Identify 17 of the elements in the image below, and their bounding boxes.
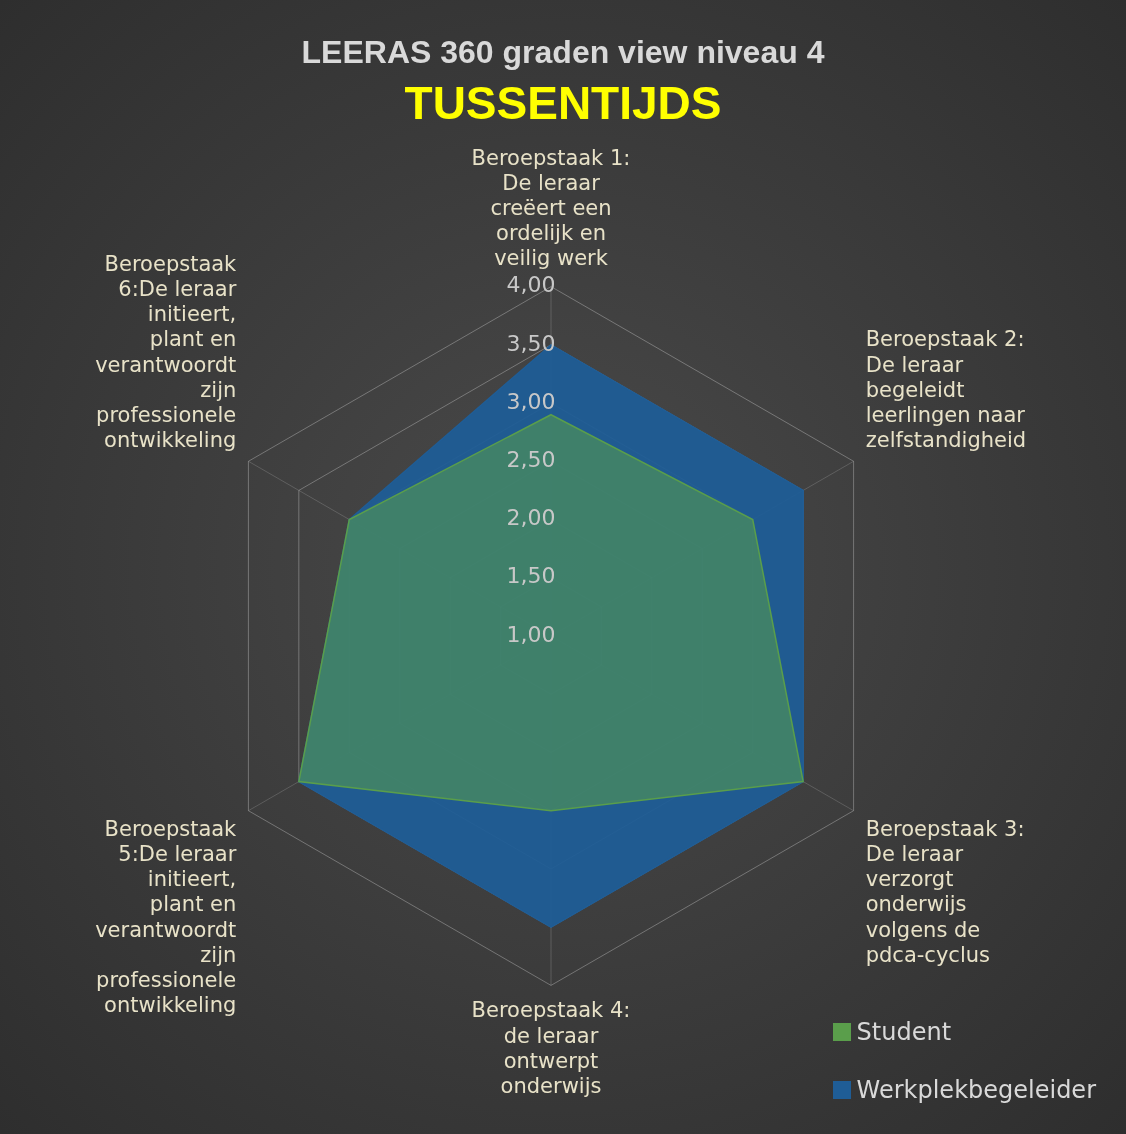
y-tick-label: 2,50 [506, 447, 556, 473]
spoke-label: Beroepstaak 4: de leraar ontwerpt onderwijs [471, 998, 631, 1099]
y-tick-label: 2,00 [506, 505, 556, 531]
spoke-label: Beroepstaak 6:De leraar initieert, plant en verantwoordt zijn professionele ontwikkeling [95, 251, 238, 453]
spoke-label: Beroepstaak 5:De leraar initieert, plant en verantwoordt zijn professionele ontwikkeling [95, 816, 238, 1018]
spoke-label: Beroepstaak 2: De leraar begeleidt leerlingen naar zelfstandigheid [865, 327, 1027, 453]
chart-subtitle: TUSSENTIJDS [404, 76, 722, 129]
chart-title: LEERAS 360 graden view niveau 4 [301, 34, 825, 71]
legend-label: Werkplekbegeleider [856, 1076, 1096, 1104]
y-tick-label: 1,50 [506, 563, 556, 589]
y-tick-label: 3,50 [506, 330, 556, 356]
y-tick-label: 3,00 [506, 388, 556, 414]
legend-label: Student [856, 1018, 952, 1046]
y-tick-label: 4,00 [506, 272, 556, 298]
spoke-label: Beroepstaak 1: De leraar creëert een ordelijk en veilig werk [471, 145, 631, 271]
y-tick-label: 1,00 [506, 621, 556, 647]
spoke-label: Beroepstaak 3: De leraar verzorgt onderwijs volgens de pdca-cyclus [865, 816, 1025, 967]
